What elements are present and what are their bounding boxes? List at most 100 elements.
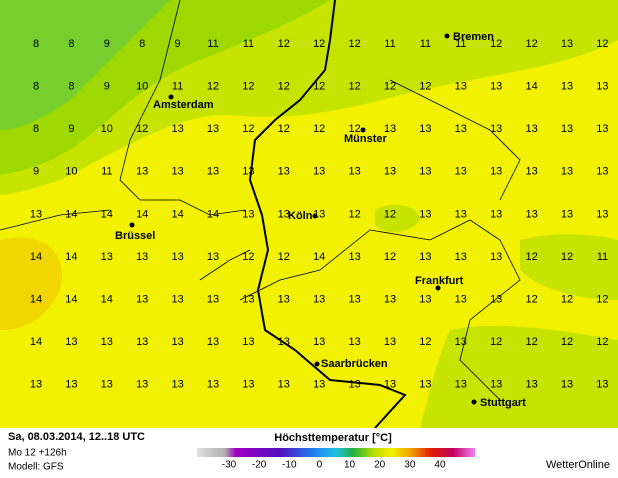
grid-value: 9 bbox=[33, 166, 39, 178]
grid-value: 13 bbox=[596, 123, 608, 135]
grid-value: 12 bbox=[561, 294, 573, 306]
grid-value: 11 bbox=[384, 38, 395, 50]
grid-value: 13 bbox=[384, 294, 396, 306]
grid-value: 13 bbox=[525, 123, 537, 135]
grid-value: 12 bbox=[242, 81, 254, 93]
grid-value: 13 bbox=[313, 294, 325, 306]
grid-value: 12 bbox=[136, 123, 148, 135]
grid-value: 12 bbox=[384, 208, 396, 220]
city-label: Saarbrücken bbox=[321, 358, 388, 370]
grid-value: 13 bbox=[242, 166, 254, 178]
city-label: Stuttgart bbox=[480, 397, 526, 409]
colorbar-tick-label: -20 bbox=[252, 460, 267, 471]
colorbar-ticks: -30 -20 -10 0 10 20 30 40 bbox=[222, 460, 446, 471]
grid-value: 12 bbox=[348, 208, 360, 220]
city-dot bbox=[168, 94, 174, 100]
city-label: Brüssel bbox=[115, 230, 155, 242]
grid-value: 12 bbox=[242, 251, 254, 263]
grid-value: 11 bbox=[420, 38, 431, 50]
grid-value: 12 bbox=[348, 81, 360, 93]
grid-value: 13 bbox=[348, 294, 360, 306]
grid-value: 13 bbox=[455, 81, 467, 93]
model: Modell: GFS bbox=[8, 462, 64, 473]
grid-value: 11 bbox=[455, 38, 466, 50]
grid-value: 8 bbox=[68, 81, 74, 93]
grid-value: 13 bbox=[455, 294, 467, 306]
grid-value: 13 bbox=[242, 336, 254, 348]
grid-value: 14 bbox=[30, 251, 42, 263]
grid-value: 13 bbox=[384, 123, 396, 135]
grid-value: 12 bbox=[419, 336, 431, 348]
colorbar-tick-label: 0 bbox=[317, 460, 323, 471]
grid-value: 13 bbox=[278, 294, 290, 306]
grid-value: 12 bbox=[490, 38, 502, 50]
grid-value: 14 bbox=[207, 208, 219, 220]
grid-value: 13 bbox=[490, 208, 502, 220]
grid-value: 12 bbox=[525, 336, 537, 348]
grid-value: 9 bbox=[104, 38, 110, 50]
grid-value: 13 bbox=[455, 251, 467, 263]
grid-value: 13 bbox=[525, 166, 537, 178]
date: Sa, 08.03.2014, 12..18 UTC bbox=[8, 431, 145, 443]
grid-value: 13 bbox=[136, 251, 148, 263]
grid-value: 13 bbox=[419, 294, 431, 306]
borders bbox=[0, 0, 521, 429]
grid-value: 13 bbox=[596, 166, 608, 178]
grid-value: 14 bbox=[101, 294, 113, 306]
national-border bbox=[248, 0, 407, 429]
grid-value: 13 bbox=[171, 336, 183, 348]
city-dot bbox=[129, 222, 135, 228]
grid-value: 14 bbox=[136, 208, 148, 220]
grid-value: 13 bbox=[242, 379, 254, 391]
grid-value: 13 bbox=[171, 166, 183, 178]
grid-value: 13 bbox=[207, 251, 219, 263]
grid-value: 12 bbox=[313, 81, 325, 93]
grid-value: 13 bbox=[207, 379, 219, 391]
colorbar-tick-label: 20 bbox=[374, 460, 386, 471]
grid-value: 13 bbox=[348, 166, 360, 178]
grid-value: 13 bbox=[30, 379, 42, 391]
grid-value: 13 bbox=[278, 336, 290, 348]
grid-value: 13 bbox=[455, 379, 467, 391]
grid-value: 10 bbox=[101, 123, 113, 135]
grid-value: 12 bbox=[384, 251, 396, 263]
grid-value: 13 bbox=[65, 379, 77, 391]
grid-value: 13 bbox=[207, 123, 219, 135]
cities: Bremen Amsterdam Münster Köln Brüssel Frankfu… bbox=[115, 31, 526, 409]
grid-value: 13 bbox=[30, 208, 42, 220]
grid-value: 11 bbox=[597, 251, 608, 263]
grid-value: 12 bbox=[596, 294, 608, 306]
grid-value: 13 bbox=[348, 251, 360, 263]
grid-value: 12 bbox=[278, 81, 290, 93]
run: Mo 12 +126h bbox=[8, 448, 67, 459]
grid-value: 14 bbox=[171, 208, 183, 220]
grid-value: 8 bbox=[33, 38, 39, 50]
grid-value: 12 bbox=[278, 38, 290, 50]
grid-value: 13 bbox=[313, 166, 325, 178]
grid-value: 13 bbox=[384, 166, 396, 178]
grid-value: 13 bbox=[490, 166, 502, 178]
grid-value: 13 bbox=[561, 379, 573, 391]
grid-value: 13 bbox=[525, 208, 537, 220]
grid-value: 12 bbox=[419, 81, 431, 93]
grid-value: 13 bbox=[490, 379, 502, 391]
grid-value: 12 bbox=[242, 123, 254, 135]
grid-value: 9 bbox=[68, 123, 74, 135]
grid-value: 10 bbox=[136, 81, 148, 93]
grid-value: 13 bbox=[561, 81, 573, 93]
grid-value: 10 bbox=[65, 166, 77, 178]
city-label: Amsterdam bbox=[153, 99, 214, 111]
grid-value: 13 bbox=[561, 38, 573, 50]
grid-value: 14 bbox=[525, 81, 537, 93]
grid-value: 14 bbox=[313, 251, 325, 263]
legend-title: Höchsttemperatur [°C] bbox=[274, 432, 392, 444]
grid-value: 13 bbox=[561, 166, 573, 178]
grid-value: 12 bbox=[525, 38, 537, 50]
grid-value: 13 bbox=[278, 379, 290, 391]
grid-value: 13 bbox=[101, 251, 113, 263]
grid-value: 11 bbox=[101, 166, 112, 178]
grid-value: 13 bbox=[278, 208, 290, 220]
city-dot bbox=[360, 127, 366, 133]
grid-value: 13 bbox=[101, 379, 113, 391]
